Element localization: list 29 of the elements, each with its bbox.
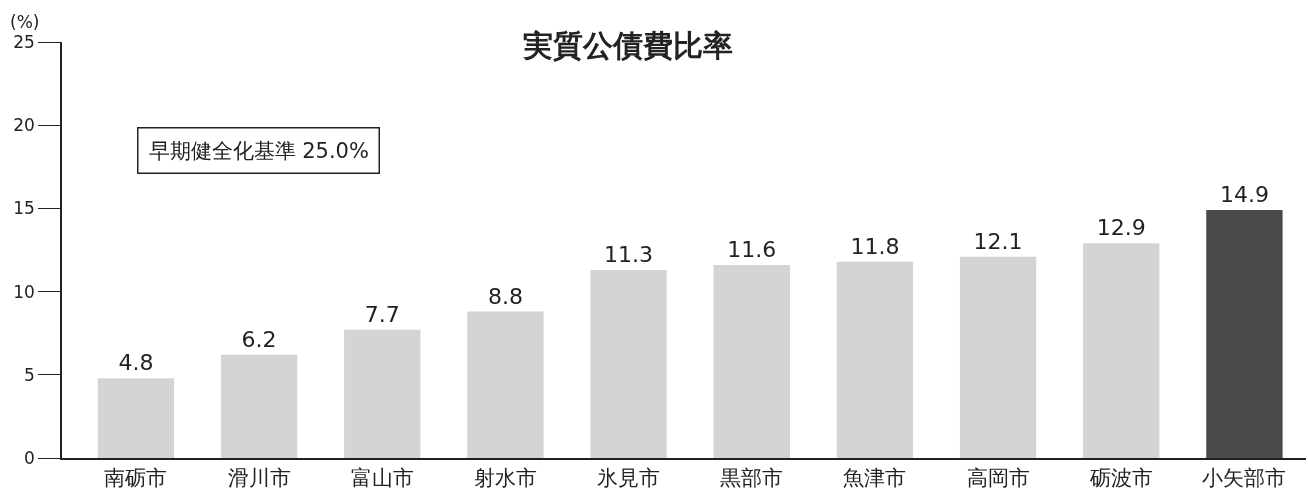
- x-tick-label: 砺波市: [1088, 465, 1153, 490]
- x-tick-label: 南砺市: [104, 465, 168, 490]
- annotation: 早期健全化基準 25.0%: [148, 138, 369, 163]
- y-tick-label: 10: [13, 281, 35, 302]
- y-tick-label: 0: [24, 447, 35, 468]
- y-tick-label: 20: [13, 115, 35, 136]
- data-label: 6.2: [241, 326, 277, 352]
- data-label: 11.6: [727, 236, 777, 262]
- x-tick-label: 氷見市: [597, 465, 661, 490]
- data-label: 11.8: [850, 233, 900, 259]
- data-label: 7.7: [364, 301, 400, 327]
- y-tick-label: 5: [24, 364, 35, 385]
- x-tick-label: 高岡市: [966, 465, 1030, 490]
- data-label: 11.3: [604, 241, 654, 267]
- data-label: 14.9: [1219, 182, 1269, 208]
- x-tick-label: 黒部市: [720, 465, 784, 490]
- x-tick-label: 魚津市: [843, 465, 907, 490]
- x-tick-label: 小矢部市: [1202, 465, 1287, 490]
- y-axis-title: (%): [10, 12, 40, 32]
- data-label: 12.1: [973, 228, 1023, 254]
- y-tick-label: 15: [13, 198, 35, 219]
- x-tick-label: 富山市: [350, 465, 414, 490]
- chart-title: 実質公債費比率: [521, 27, 733, 63]
- x-tick-label: 滑川市: [227, 465, 291, 490]
- x-tick-label: 射水市: [473, 465, 537, 490]
- data-label: 12.9: [1096, 215, 1146, 241]
- data-label: 4.8: [118, 350, 154, 376]
- data-label: 8.8: [487, 283, 523, 309]
- y-tick-label: 25: [13, 31, 35, 52]
